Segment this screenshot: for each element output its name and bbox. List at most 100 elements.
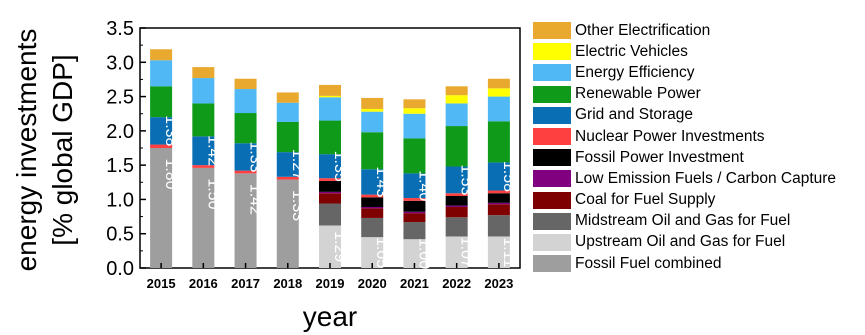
bar-segment: [445, 166, 468, 194]
legend-item: Grid and Storage: [533, 105, 863, 126]
bar-segment: [319, 120, 341, 155]
bar-segment: [403, 222, 426, 240]
y-tick-label: 2.0: [106, 121, 134, 143]
legend-label: Fossil Fuel combined: [575, 254, 722, 272]
bar-segment: [150, 49, 173, 61]
y-tick-label: 0.0: [106, 258, 134, 280]
x-tick-label: 2020: [358, 276, 387, 291]
bar-segment: [234, 143, 257, 171]
x-tick-label: 2017: [231, 276, 260, 291]
legend-item: Energy Efficiency: [533, 62, 863, 83]
data-label: 1.35: [331, 151, 348, 182]
bar-segment: [276, 121, 299, 153]
bar-segment: [319, 97, 341, 121]
bar-segment: [403, 239, 426, 268]
bar-segment: [319, 180, 341, 192]
bar-segment: [361, 111, 384, 133]
x-tick-label: 2015: [147, 276, 176, 291]
data-label: 1.50: [204, 178, 221, 209]
bar-segment: [319, 84, 341, 96]
bar-segment: [192, 78, 215, 104]
legend-label: Energy Efficiency: [575, 63, 695, 81]
bar-segment: [487, 162, 510, 191]
bar-segment: [487, 88, 510, 97]
legend-item: Electric Vehicles: [533, 41, 863, 62]
x-tick-label: 2023: [484, 276, 513, 291]
legend-label: Grid and Storage: [575, 106, 694, 124]
bar-segment: [487, 190, 510, 194]
legend-item: Renewable Power: [533, 84, 863, 105]
y-axis-title-line1: energy investments: [11, 29, 42, 272]
bar-segment: [445, 236, 468, 268]
bar-segment: [361, 206, 384, 209]
bar-segment: [487, 78, 510, 89]
bar-segment: [319, 191, 341, 194]
data-label: 1.43: [373, 166, 390, 197]
bar-segment: [487, 204, 510, 216]
legend-label: Upstream Oil and Gas for Fuel: [575, 233, 786, 251]
data-label: 1.27: [289, 149, 306, 180]
legend-item: Nuclear Power Investments: [533, 126, 863, 147]
data-label: 1.05: [373, 237, 390, 268]
bar-segment: [150, 144, 173, 148]
bar-segment: [234, 89, 257, 114]
legend-swatch: [533, 149, 571, 167]
data-label: 1.80: [162, 158, 179, 189]
bar-segment: [276, 176, 299, 180]
bar-segment: [445, 193, 468, 196]
bar-segment: [276, 102, 299, 122]
data-label: 1.42: [247, 184, 264, 215]
bar-segment: [192, 67, 215, 79]
bar-segment: [150, 148, 173, 268]
legend-label: Other Electrification: [575, 21, 711, 39]
bar-segment: [445, 206, 468, 218]
bar-segment: [487, 215, 510, 237]
legend-swatch: [533, 85, 571, 103]
legend: Other Electrification Electric Vehicles En…: [533, 20, 863, 274]
bar-segment: [192, 103, 215, 137]
legend-label: Nuclear Power Investments: [575, 127, 765, 145]
bar-segment: [487, 121, 510, 163]
bar-segment: [445, 205, 468, 207]
bar-segment: [361, 208, 384, 218]
bar-segment: [319, 95, 341, 98]
x-tick-label: 2018: [273, 276, 302, 291]
bar-segment: [319, 225, 341, 268]
bar-segment: [234, 170, 257, 174]
legend-label: Midstream Oil and Gas for Fuel: [575, 212, 791, 230]
data-label: 1.07: [458, 237, 475, 268]
bar-segment: [234, 78, 257, 90]
data-label: 1.33: [247, 141, 264, 172]
bar-segment: [487, 236, 510, 268]
bar-segment: [319, 178, 341, 181]
bar-segment: [276, 179, 299, 268]
legend-swatch: [533, 106, 571, 124]
legend-swatch: [533, 170, 571, 188]
legend-swatch: [533, 212, 571, 230]
x-tick-label: 2021: [400, 276, 429, 291]
legend-label: Low Emission Fuels / Carbon Capture: [575, 169, 837, 187]
y-tick-label: 3.0: [106, 52, 134, 74]
legend-swatch: [533, 255, 571, 273]
bar-segment: [487, 96, 510, 122]
data-label: 1.11: [500, 237, 517, 267]
bar-segment: [403, 200, 426, 212]
data-label: 1.40: [415, 170, 432, 201]
x-tick-label: 2022: [442, 276, 471, 291]
legend-swatch: [533, 128, 571, 146]
legend-item: Fossil Power Investment: [533, 147, 863, 168]
bar-segment: [192, 167, 215, 268]
bar-segment: [403, 99, 426, 109]
bar-segment: [192, 165, 215, 168]
legend-label: Renewable Power: [575, 85, 701, 103]
y-tick-label: 1.0: [106, 189, 134, 211]
legend-label: Coal for Fuel Supply: [575, 191, 716, 209]
bar-segment: [361, 108, 384, 112]
bar-segment: [361, 237, 384, 268]
plot-area: 0.0 0.5 1.0 1.5 2.0 2.5 3.0 3.5 2015 1.80 1.38 2016…: [106, 18, 521, 291]
bar-segment: [319, 203, 341, 226]
bar-segment: [487, 202, 510, 205]
y-tick-label: 2.5: [106, 87, 134, 109]
bar-segment: [361, 97, 384, 109]
